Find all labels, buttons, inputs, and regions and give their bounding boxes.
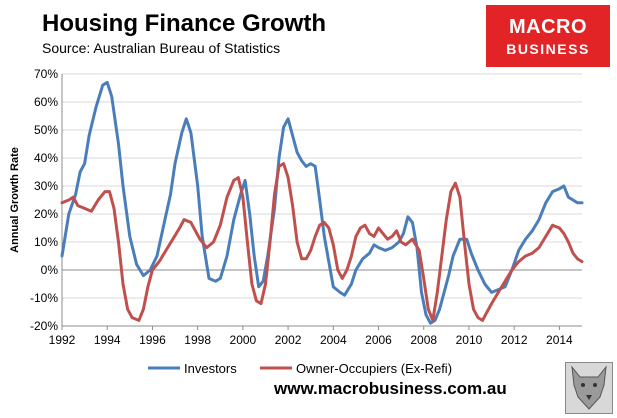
y-tick-label: -20% <box>30 319 58 333</box>
y-tick-label: 60% <box>34 95 58 109</box>
x-tick-label: 2002 <box>275 333 302 347</box>
y-tick-label: 70% <box>34 67 58 81</box>
legend-label-investors: Investors <box>184 361 237 376</box>
y-tick-label: 10% <box>34 235 58 249</box>
gridlines <box>62 73 582 327</box>
x-tick-label: 2008 <box>410 333 437 347</box>
x-tick-label: 1992 <box>49 333 76 347</box>
macrobusiness-logo: MACRO BUSINESS <box>486 5 610 67</box>
logo-line-1: MACRO <box>508 16 588 38</box>
x-tick-label: 1994 <box>94 333 121 347</box>
y-tick-label: 0% <box>41 263 59 277</box>
series-line-investors <box>60 80 584 325</box>
legend: Investors Owner-Occupiers (Ex-Refi) <box>148 361 452 376</box>
x-tick-label: 2006 <box>365 333 392 347</box>
y-tick-label: -10% <box>30 291 58 305</box>
x-tick-label: 1998 <box>184 333 211 347</box>
y-tick-label: 50% <box>34 123 58 137</box>
y-tick-label: 20% <box>34 207 58 221</box>
y-axis-label: Annual Growth Rate <box>9 147 21 253</box>
series-line-owner-occupiers <box>60 162 584 322</box>
logo-line-2: BUSINESS <box>506 41 590 57</box>
axes: -20% -10% 0% 10% 20% 30% 40% 50% 60% 70% 1992 1994 1… <box>30 67 582 347</box>
x-tick-label: 2014 <box>546 333 573 347</box>
website-url[interactable]: www.macrobusiness.com.au <box>274 379 507 398</box>
legend-label-owner-occupiers: Owner-Occupiers (Ex-Refi) <box>296 361 452 376</box>
chart-source: Source: Australian Bureau of Statistics <box>42 40 281 56</box>
x-tick-label: 2004 <box>320 333 347 347</box>
wolf-logo-icon <box>565 362 613 414</box>
series-lines <box>60 80 584 325</box>
page-title: Housing Finance Growth <box>42 10 327 37</box>
x-tick-label: 1996 <box>139 333 166 347</box>
x-tick-label: 2012 <box>501 333 528 347</box>
plot-area <box>62 74 582 326</box>
x-tick-label: 2000 <box>230 333 257 347</box>
y-tick-label: 40% <box>34 151 58 165</box>
x-tick-label: 2010 <box>456 333 483 347</box>
y-tick-label: 30% <box>34 179 58 193</box>
